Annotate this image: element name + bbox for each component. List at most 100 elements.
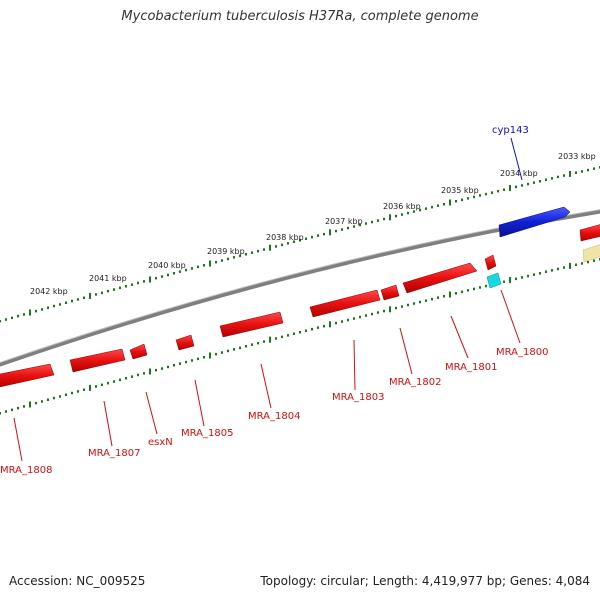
scale-tick-minor (401, 305, 403, 308)
scale-tick-minor (179, 270, 181, 273)
scale-tick-minor (137, 373, 139, 377)
scale-tick-minor (323, 324, 325, 328)
scale-label-2041: 2041 kbp (89, 274, 127, 283)
gene-MRA_1803[interactable] (309, 289, 381, 318)
label-leaders (13, 137, 523, 462)
gene-label-MRA_1804[interactable]: MRA_1804 (248, 411, 300, 422)
scale-tick-minor (305, 329, 307, 332)
scale-tick-minor (35, 309, 37, 313)
genome-summary-label: Topology: circular; Length: 4,419,977 bp… (260, 574, 590, 588)
scale-tick-minor (47, 306, 49, 309)
scale-tick-minor (41, 400, 43, 403)
scale-tick-minor (77, 390, 79, 393)
scale-tick-minor (131, 375, 133, 378)
scale-tick-minor (485, 192, 487, 196)
gene-esxN[interactable] (129, 343, 148, 360)
scale-tick-minor (119, 286, 121, 290)
scale-tick-minor (371, 312, 373, 316)
scale-tick-minor (563, 174, 565, 177)
gene-MRA_1807[interactable] (69, 348, 126, 373)
scale-tick-minor (65, 301, 67, 304)
scale-tick-minor (281, 335, 283, 339)
gene-label-MRA_1807[interactable]: MRA_1807 (88, 448, 140, 459)
scale-tick-minor (119, 378, 121, 382)
scale-tick-minor (335, 321, 337, 325)
gene-MRA_1802[interactable] (380, 284, 400, 301)
gene-label-cyp143[interactable]: cyp143 (492, 125, 529, 136)
scale-tick-minor (107, 289, 109, 293)
scale-tick-minor (239, 346, 241, 350)
gene-label-MRA_1805[interactable]: MRA_1805 (181, 428, 233, 439)
gene-label-MRA_1801[interactable]: MRA_1801 (445, 362, 497, 373)
scale-tick-minor (59, 395, 61, 398)
scale-tick-minor (5, 410, 7, 413)
scale-tick-minor (461, 290, 463, 294)
scale-tick-minor (479, 286, 481, 289)
gene-yellow-partial[interactable] (582, 244, 600, 263)
scale-tick-major (509, 185, 511, 192)
scale-tick-minor (257, 341, 259, 345)
scale-tick-minor (167, 273, 169, 277)
scale-label-2034: 2034 kbp (500, 169, 538, 178)
scale-tick-minor (137, 281, 139, 285)
gene-MRA_1805[interactable] (175, 334, 195, 351)
scale-tick-minor (131, 283, 133, 286)
scale-tick-minor (77, 298, 79, 301)
scale-tick-minor (353, 225, 355, 228)
gene-label-MRA_1800[interactable]: MRA_1800 (496, 347, 548, 358)
scale-tick-minor (221, 259, 223, 262)
scale-tick-minor (425, 207, 427, 210)
scale-tick-minor (383, 309, 385, 313)
gene-cyan[interactable] (486, 272, 502, 289)
scale-tick-minor (191, 359, 193, 362)
accession-label: Accession: NC_009525 (9, 574, 146, 588)
scale-tick-minor (533, 273, 535, 276)
scale-tick-minor (527, 274, 529, 278)
scale-tick-major (569, 262, 571, 269)
gene-label-MRA_1802[interactable]: MRA_1802 (389, 377, 441, 388)
scale-tick-minor (197, 357, 199, 361)
scale-tick-minor (65, 393, 67, 396)
scale-tick-minor (161, 275, 163, 278)
scale-tick-minor (239, 254, 241, 258)
scale-tick-minor (317, 234, 319, 237)
scale-tick-minor (587, 168, 589, 172)
scale-label-2037: 2037 kbp (325, 217, 363, 226)
scale-tick-minor (437, 296, 439, 299)
gene-MRA_1800-block[interactable] (484, 254, 497, 271)
scale-tick-minor (563, 266, 565, 269)
gene-label-MRA_1803[interactable]: MRA_1803 (332, 392, 384, 403)
scale-tick-minor (311, 327, 313, 331)
gene-MRA_1804[interactable] (219, 311, 284, 338)
scale-tick-minor (161, 367, 163, 370)
scale-tick-minor (53, 396, 55, 400)
gene-MRA_1801[interactable] (402, 262, 478, 294)
scale-tick-minor (251, 251, 253, 254)
scale-tick-major (269, 336, 271, 343)
scale-tick-minor (419, 208, 421, 212)
scale-tick-minor (23, 313, 25, 316)
scale-tick-minor (23, 405, 25, 408)
scale-tick-minor (551, 177, 553, 180)
scale-tick-minor (107, 381, 109, 385)
scale-tick-minor (557, 175, 559, 179)
scale-tick-minor (233, 348, 235, 351)
scale-tick-minor (377, 311, 379, 314)
scale-tick-minor (479, 194, 481, 197)
scale-tick-minor (431, 297, 433, 301)
gene-label-esxN[interactable]: esxN (148, 437, 173, 448)
gene-MRA_1808[interactable] (0, 363, 55, 388)
scale-tick-minor (581, 262, 583, 265)
scale-label-2042: 2042 kbp (30, 287, 68, 296)
scale-tick-minor (155, 276, 157, 280)
gene-label-MRA_1808[interactable]: MRA_1808 (0, 465, 52, 476)
gene-red-partial-right[interactable] (579, 224, 600, 242)
scale-tick-minor (473, 287, 475, 291)
gene-cyp143[interactable] (498, 206, 571, 238)
scale-tick-minor (257, 249, 259, 253)
scale-tick-minor (521, 184, 523, 187)
scale-tick-minor (533, 181, 535, 184)
scale-tick-minor (215, 260, 217, 264)
scale-tick-minor (263, 248, 265, 251)
